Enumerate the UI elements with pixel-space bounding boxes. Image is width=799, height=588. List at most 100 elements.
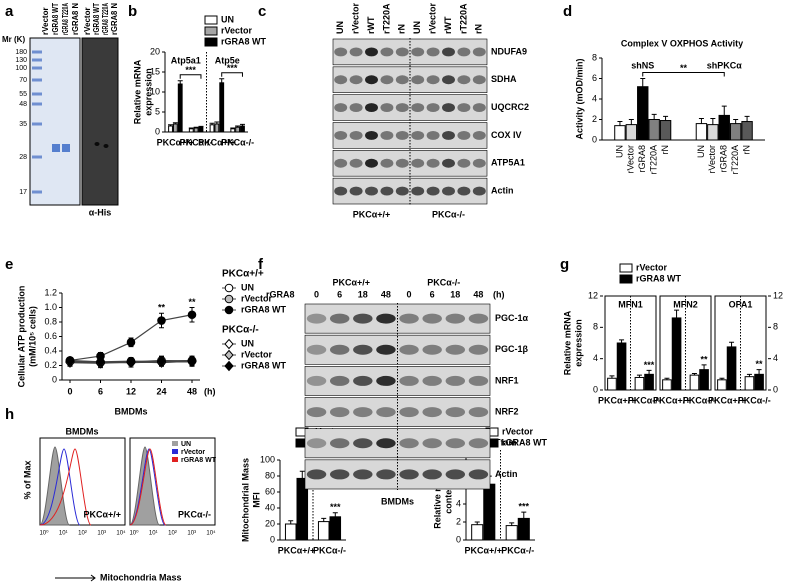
panel-letter: c — [258, 3, 266, 20]
bar — [172, 123, 178, 133]
y-tick-label: 100 — [260, 454, 275, 464]
treatment-label: rGRA8 — [266, 289, 295, 299]
blot-band — [306, 438, 327, 449]
error-bar — [239, 123, 245, 126]
blot-band — [445, 407, 466, 418]
y-tick-label: 40 — [265, 502, 275, 512]
panel-label: PKCα+/+ — [83, 509, 121, 519]
error-bar — [646, 369, 652, 375]
x-tick-label: 10³ — [187, 531, 196, 537]
row-label: PGC-1β — [495, 344, 529, 354]
y-axis-label: Relative mtDNA — [432, 461, 442, 529]
error-bar — [719, 377, 725, 380]
group-label: PKCα+/+ — [353, 209, 391, 219]
legend-swatch — [204, 26, 218, 36]
y-tick-label: 60 — [265, 486, 275, 496]
category-label: PKCα+/+ — [198, 137, 236, 147]
x-tick-label: 10⁰ — [129, 530, 139, 537]
lane-label: rGRA8 WT — [51, 3, 60, 35]
category-label: PKCα+/+ — [708, 395, 746, 405]
bar — [616, 342, 627, 391]
legend-marker — [224, 294, 234, 304]
legend-label: rGRA8 WT — [221, 36, 267, 46]
blot-band — [103, 144, 109, 148]
time-label: 48 — [473, 289, 483, 299]
significance: *** — [519, 501, 530, 511]
blot-band — [457, 75, 471, 85]
bar — [634, 376, 645, 391]
y-tick-label: 0 — [456, 534, 461, 544]
flow-frame — [39, 437, 126, 526]
blot-band — [376, 407, 396, 418]
bracket — [221, 72, 243, 77]
bar — [744, 376, 755, 391]
blot-band — [376, 375, 396, 386]
blot-band — [349, 186, 363, 196]
point — [187, 355, 197, 366]
error-bar — [609, 375, 615, 379]
histogram — [129, 446, 160, 526]
bar — [644, 373, 654, 391]
blot-band — [457, 130, 471, 140]
ladder-band — [32, 122, 42, 126]
error-bar — [332, 512, 338, 517]
y-axis-label: Cellular ATP production — [16, 286, 26, 388]
category-label: shPKCα — [707, 60, 743, 70]
x-tick-label: 10² — [78, 531, 87, 537]
marker-label: 100 — [15, 65, 27, 72]
significance: *** — [330, 502, 341, 512]
blot-band — [445, 438, 466, 449]
y-tick-label: 0 — [270, 534, 275, 544]
ladder-band — [32, 102, 42, 106]
blot-band — [457, 47, 471, 57]
x-tick-label: 10⁴ — [206, 530, 216, 537]
blot-band — [426, 186, 440, 196]
bar — [662, 379, 672, 391]
row-label: NRF1 — [495, 375, 519, 385]
bar — [219, 82, 225, 133]
error-bar — [698, 117, 704, 124]
bar-label: rGRA8 — [719, 145, 729, 173]
blot-band — [472, 103, 486, 113]
legend-swatch — [619, 274, 633, 284]
legend-label: UN — [181, 441, 191, 448]
blot-band — [442, 186, 455, 196]
blot-band — [426, 47, 440, 57]
y-tick-label: 6 — [592, 73, 597, 83]
blot-band — [306, 469, 327, 480]
blot-band — [349, 158, 363, 168]
marker-label: 55 — [19, 91, 27, 98]
panel-letter: a — [5, 3, 14, 20]
blot-band — [380, 47, 394, 57]
y-tick-label: 0.2 — [44, 360, 57, 370]
protein-band — [52, 144, 60, 152]
x-tick-label: 48 — [187, 386, 197, 396]
bar — [177, 83, 183, 133]
error-bar — [299, 470, 305, 479]
chart-title: Complex V OXPHOS Activity — [621, 38, 743, 48]
row-label: Tfam — [495, 438, 517, 448]
marker-label: 17 — [19, 189, 27, 196]
blot-band — [395, 186, 409, 196]
lane-label: rVector — [83, 7, 92, 35]
bar — [317, 521, 330, 541]
y-tick-label: 0.6 — [44, 331, 57, 341]
legend-swatch — [204, 37, 218, 47]
lane-label: rN — [474, 24, 484, 34]
blot-band — [411, 47, 425, 57]
point — [126, 357, 136, 368]
lane-label: rT220A — [381, 3, 391, 34]
blot-band — [395, 47, 409, 57]
x-tick-label: 24 — [156, 386, 166, 396]
blot-band — [468, 313, 489, 324]
blot-band — [457, 186, 471, 196]
legend-label: rGRA8 WT — [181, 457, 217, 464]
row-label: NDUFA9 — [491, 46, 527, 56]
bar — [695, 123, 708, 141]
bar — [637, 86, 649, 141]
blot-band — [365, 103, 378, 113]
y-tick-label: 4 — [593, 353, 598, 363]
error-bar — [651, 113, 657, 120]
lane-label: rGRA8 N — [110, 3, 119, 35]
